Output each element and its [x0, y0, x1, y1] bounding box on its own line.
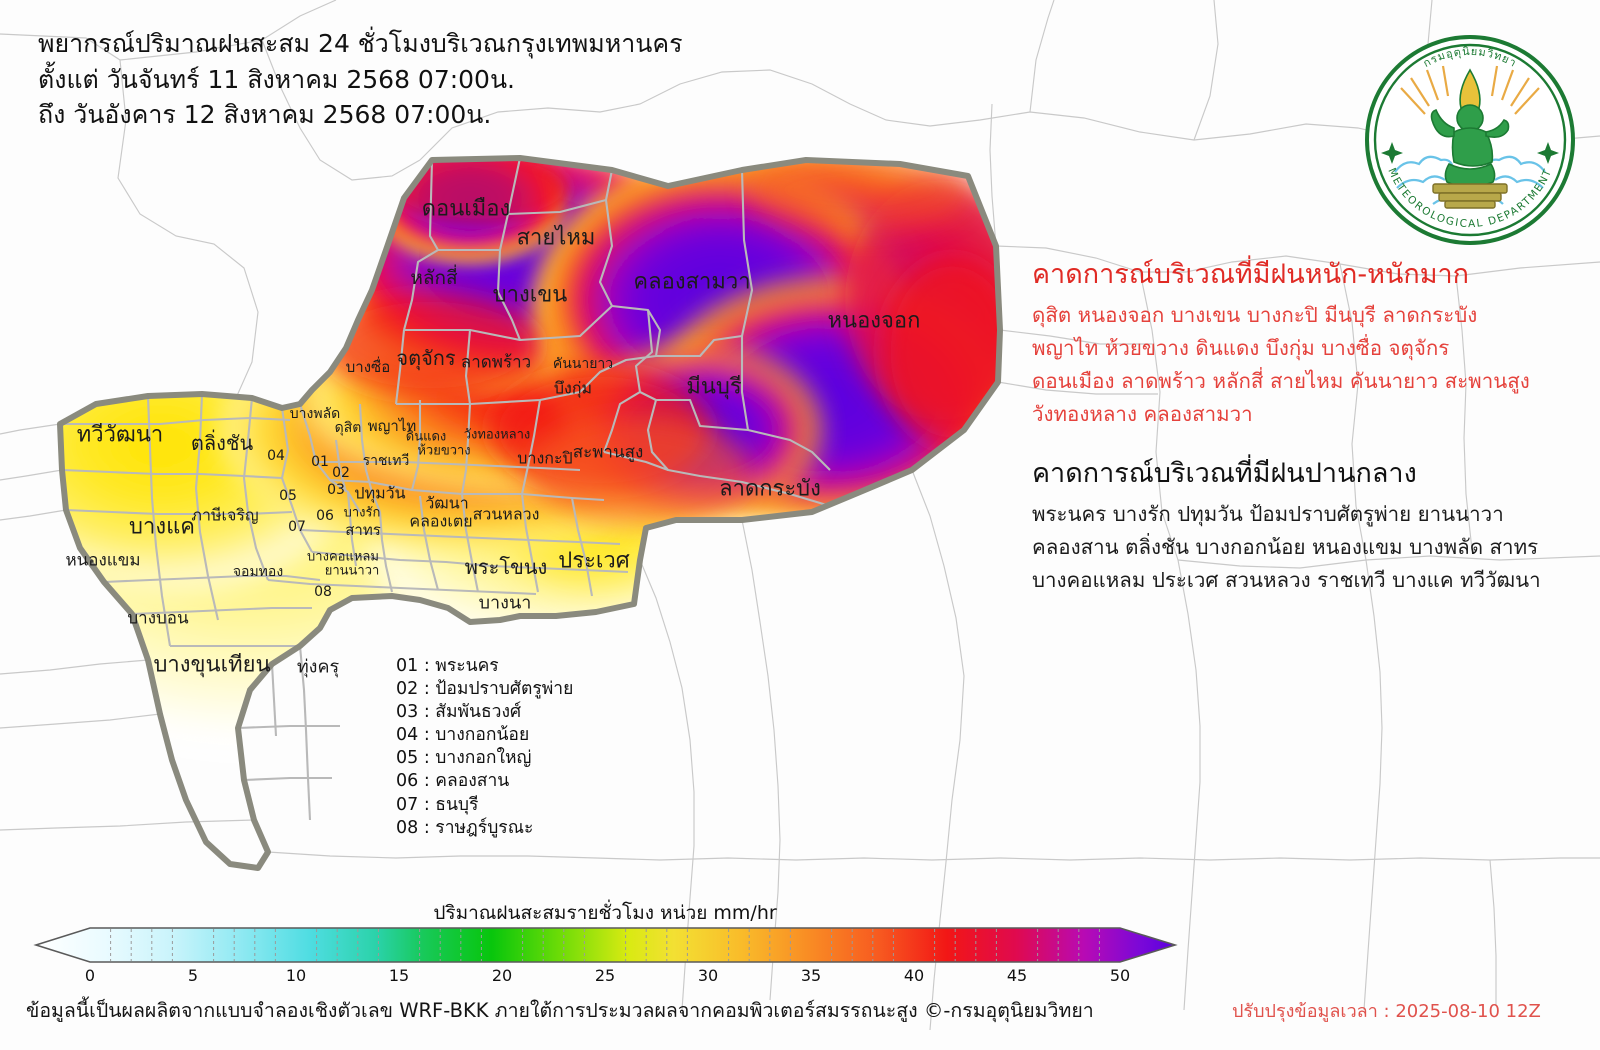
forecast-district-line: คลองสาน ตลิ่งชัน บางกอกน้อย หนองแขม บางพ…	[1032, 535, 1539, 560]
heavy-rain-district-list: ดุสิต หนองจอก บางเขน บางกะปิ มีนบุรี ลาด…	[1032, 299, 1562, 432]
forecast-district-line: วังทองหลาง คลองสามวา	[1032, 402, 1253, 427]
footer-source-note: ข้อมูลนี้เป็นผลผลิตจากแบบจำลองเชิงตัวเลข…	[26, 999, 1094, 1022]
district-code-legend: 01 : พระนคร 02 : ป้อมปราบศัตรูพ่าย 03 : สั…	[396, 655, 573, 840]
title-line-3: ถึง วันอังคาร 12 สิงหาคม 2568 07:00น.	[38, 100, 492, 129]
bangkok-province-outline	[57, 155, 1003, 871]
title-line-1: พยากรณ์ปริมาณฝนสะสม 24 ชั่วโมงบริเวณกรุง…	[38, 29, 683, 58]
colorbar-title: ปริมาณฝนสะสมรายชั่วโมง หน่วย mm/hr	[433, 902, 777, 924]
district-code-item: 08 : ราษฎร์บูรณะ	[396, 817, 534, 838]
footer-updated-time: ปรับปรุงข้อมูลเวลา : 2025-08-10 12Z	[1232, 1001, 1541, 1022]
colorbar-tick: 15	[388, 966, 410, 985]
district-code-item: 05 : บางกอกใหญ่	[396, 748, 532, 769]
colorbar-tick: 20	[491, 966, 513, 985]
forecast-district-line: พญาไท ห้วยขวาง ดินแดง บึงกุ่ม บางซื่อ จต…	[1032, 335, 1450, 360]
colorbar-tick: 45	[1006, 966, 1028, 985]
colorbar-tick: 25	[594, 966, 616, 985]
colorbar-tick: 50	[1109, 966, 1131, 985]
forecast-district-line: พระนคร บางรัก ปทุมวัน ป้อมปราบศัตรูพ่าย …	[1032, 501, 1504, 526]
colorbar-tick-labels: 0 5 10 15 20 25 30 35 40 45 50	[30, 966, 1180, 992]
tmd-logo: กรมอุตุนิยมวิทยา METEOROLOGICAL DEPARTME…	[1355, 22, 1585, 252]
district-boundaries	[60, 157, 861, 821]
tmd-seal-icon: กรมอุตุนิยมวิทยา METEOROLOGICAL DEPARTME…	[1365, 35, 1575, 245]
district-code-item: 01 : พระนคร	[396, 656, 499, 676]
district-code-item: 07 : ธนบุรี	[396, 794, 479, 815]
district-code-item: 06 : คลองสาน	[396, 771, 510, 792]
forecast-district-line: ดอนเมือง ลาดพร้าว หลักสี่ สายไหม คันนายา…	[1032, 368, 1530, 393]
colorbar-tick: 40	[903, 966, 925, 985]
moderate-rain-district-list: พระนคร บางรัก ปทุมวัน ป้อมปราบศัตรูพ่าย …	[1032, 498, 1562, 598]
colorbar-tick: 0	[84, 966, 96, 985]
forecast-district-line: บางคอแหลม ประเวศ สวนหลวง ราชเทวี บางแค ท…	[1032, 568, 1541, 593]
colorbar-tick: 30	[697, 966, 719, 985]
heavy-rain-heading: คาดการณ์บริเวณที่มีฝนหนัก-หนักมาก	[1032, 259, 1470, 290]
page-title: พยากรณ์ปริมาณฝนสะสม 24 ชั่วโมงบริเวณกรุง…	[38, 26, 758, 133]
colorbar: ปริมาณฝนสะสมรายชั่วโมง หน่วย mm/hr 0 5 10 1…	[30, 898, 1180, 986]
moderate-rain-heading: คาดการณ์บริเวณที่มีฝนปานกลาง	[1032, 458, 1417, 490]
district-code-item: 04 : บางกอกน้อย	[396, 725, 530, 746]
district-code-item: 02 : ป้อมปราบศัตรูพ่าย	[396, 679, 574, 700]
forecast-district-line: ดุสิต หนองจอก บางเขน บางกะปิ มีนบุรี ลาด…	[1032, 302, 1478, 327]
title-line-2: ตั้งแต่ วันจันทร์ 11 สิงหาคม 2568 07:00น…	[38, 64, 516, 94]
colorbar-tick: 10	[285, 966, 307, 985]
colorbar-tick: 35	[800, 966, 822, 985]
colorbar-gradient	[33, 927, 1178, 963]
forecast-panel: คาดการณ์บริเวณที่มีฝนหนัก-หนักมาก ดุสิต …	[1032, 258, 1562, 598]
colorbar-tick: 5	[187, 966, 199, 985]
district-code-item: 03 : สัมพันธวงศ์	[396, 702, 522, 723]
